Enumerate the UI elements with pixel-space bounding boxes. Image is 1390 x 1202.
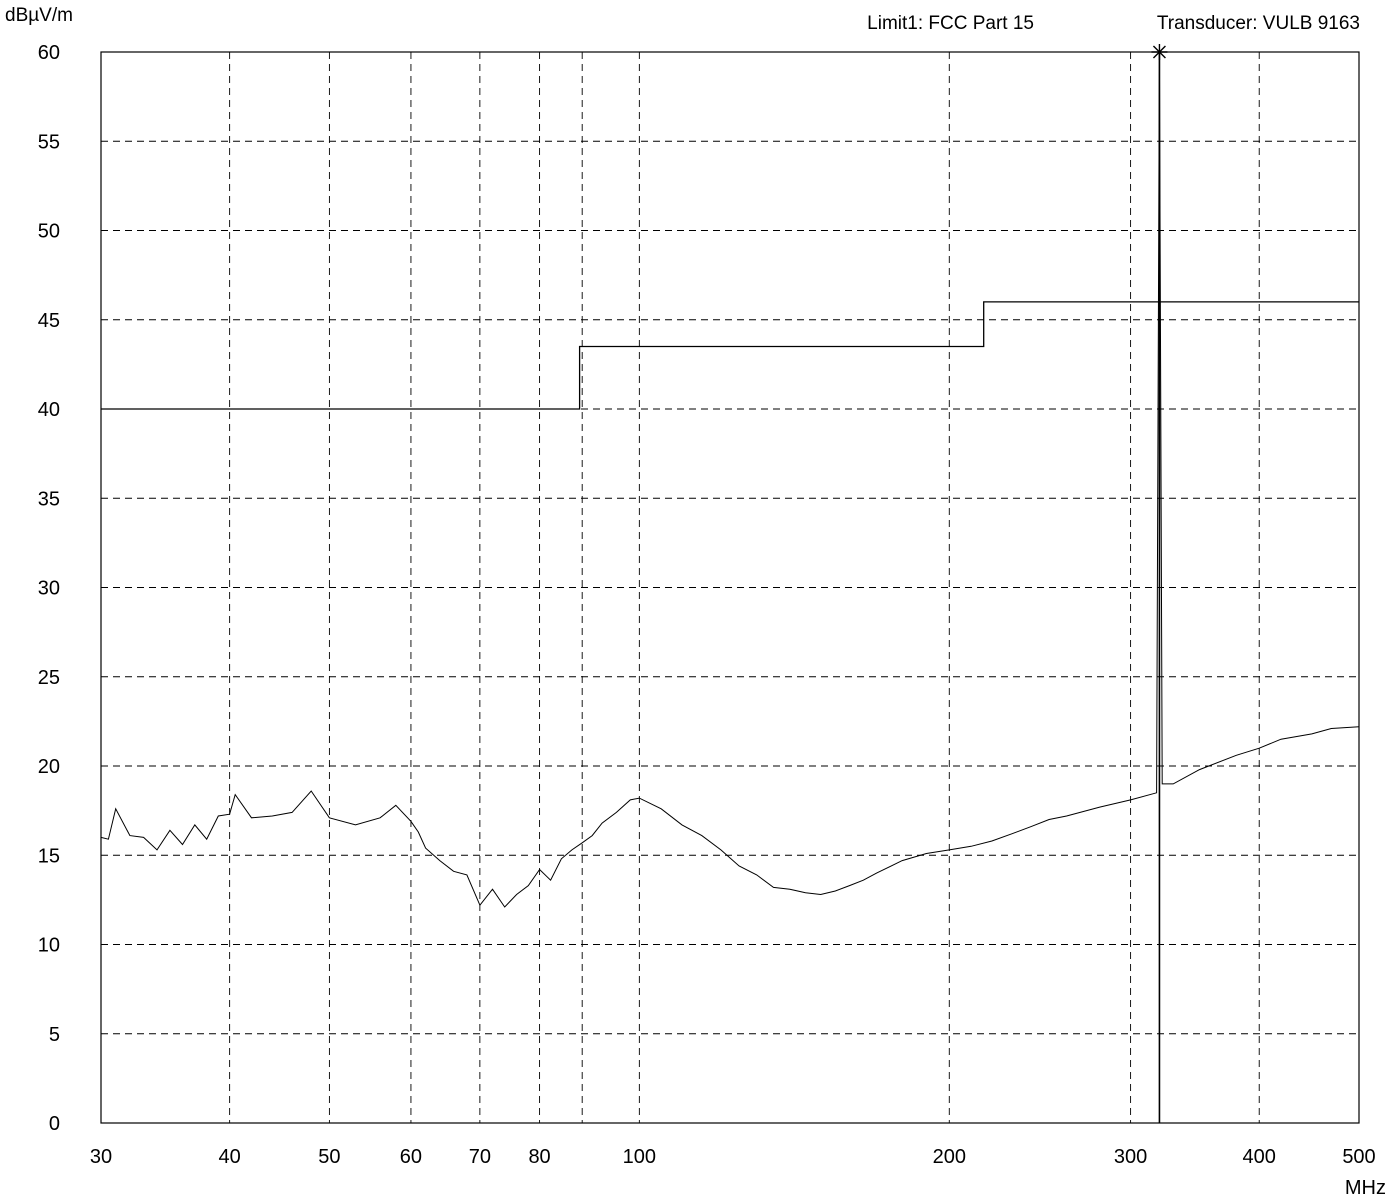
x-tick-label: 30 (90, 1146, 112, 1168)
y-tick-label: 50 (38, 221, 60, 243)
y-tick-label: 30 (38, 578, 60, 600)
chart-grid (101, 52, 1359, 1123)
limit-line (101, 301, 1359, 410)
transducer-label: Transducer: VULB 9163 (1157, 13, 1360, 34)
y-tick-label: 55 (38, 131, 60, 153)
plot-frame (100, 51, 1360, 1124)
y-tick-label: 25 (38, 667, 60, 689)
x-axis-unit-label: MHz (1345, 1177, 1386, 1199)
x-tick-label: 60 (400, 1146, 422, 1168)
y-axis-unit-label: dBµV/m (5, 5, 73, 26)
limit-label: Limit1: FCC Part 15 (867, 13, 1034, 34)
y-tick-label: 10 (38, 935, 60, 957)
x-tick-label: 500 (1342, 1146, 1375, 1168)
x-tick-label: 40 (219, 1146, 241, 1168)
measurement-trace (100, 51, 1360, 908)
y-tick-label: 20 (38, 756, 60, 778)
x-tick-label: 400 (1243, 1146, 1276, 1168)
x-tick-label: 80 (528, 1146, 550, 1168)
y-tick-label: 0 (49, 1113, 60, 1135)
x-tick-label: 50 (318, 1146, 340, 1168)
x-tick-label: 300 (1114, 1146, 1147, 1168)
y-tick-label: 40 (38, 399, 60, 421)
y-tick-label: 15 (38, 845, 60, 867)
chart-series (100, 44, 1360, 1123)
x-tick-label: 100 (623, 1146, 656, 1168)
y-tick-label: 60 (38, 42, 60, 64)
x-tick-label: 200 (933, 1146, 966, 1168)
y-tick-label: 5 (49, 1024, 60, 1046)
y-tick-label: 45 (38, 310, 60, 332)
x-tick-label: 70 (469, 1146, 491, 1168)
y-tick-label: 35 (38, 488, 60, 510)
tick-labels: 0 5 10 15 20 25 30 35 40 45 50 55 60 30 40 50 60 70 80 100 2… (38, 42, 1376, 1168)
